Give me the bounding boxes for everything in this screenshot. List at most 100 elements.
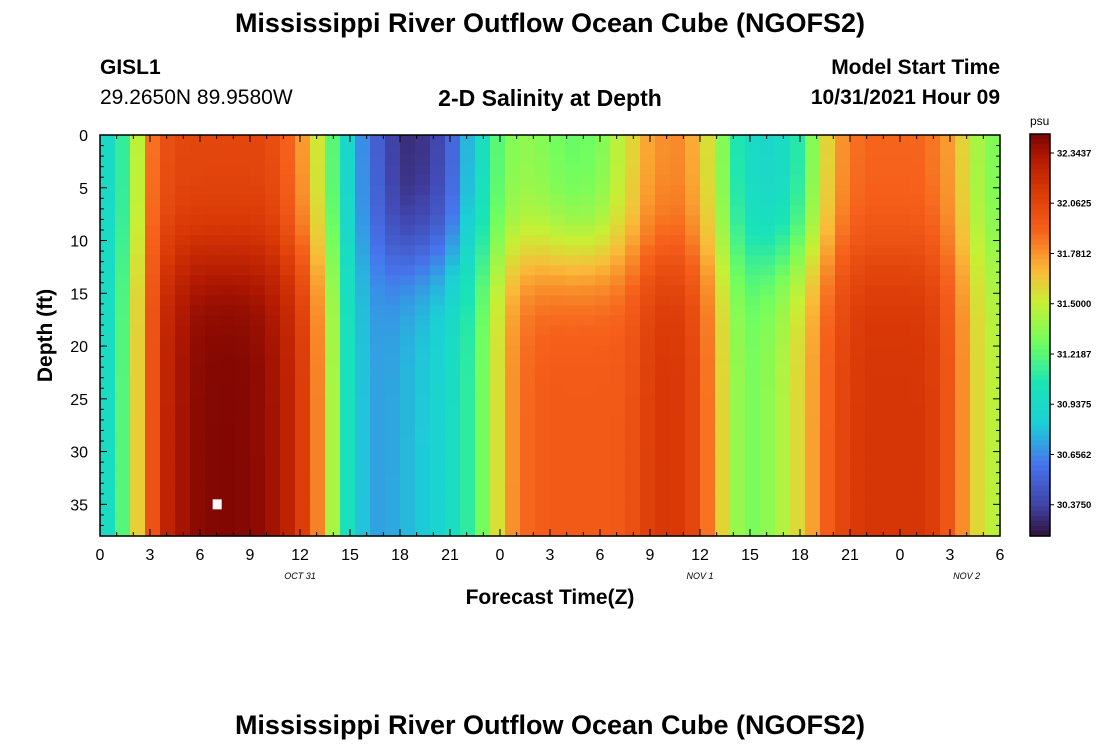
heatmap-cell: [175, 515, 191, 527]
heatmap-cell: [235, 185, 251, 196]
heatmap-cell: [595, 235, 611, 246]
heatmap-cell: [550, 145, 566, 156]
heatmap-cell: [235, 155, 251, 166]
heatmap-cell: [190, 205, 206, 216]
heatmap-cell: [100, 365, 116, 377]
heatmap-cell: [100, 135, 116, 146]
heatmap-cell: [235, 145, 251, 156]
heatmap-cell: [805, 425, 821, 437]
heatmap-cell: [160, 225, 176, 236]
heatmap-cell: [280, 355, 296, 367]
heatmap-cell: [235, 265, 251, 276]
heatmap-cell: [925, 155, 941, 166]
heatmap-cell: [760, 525, 776, 537]
heatmap-cell: [685, 425, 701, 437]
heatmap-cell: [580, 305, 596, 317]
heatmap-cell: [895, 475, 911, 487]
heatmap-cell: [775, 415, 791, 427]
heatmap-cell: [925, 495, 941, 507]
y-tick-label: 5: [79, 181, 88, 198]
heatmap-cell: [835, 295, 851, 307]
heatmap-cell: [550, 525, 566, 537]
heatmap-cell: [625, 495, 641, 507]
heatmap-cell: [160, 505, 176, 517]
heatmap-cell: [625, 525, 641, 537]
heatmap-cell: [775, 395, 791, 407]
heatmap-cell: [775, 385, 791, 397]
heatmap-cell: [820, 395, 836, 407]
heatmap-cell: [310, 405, 326, 417]
heatmap-cell: [835, 255, 851, 266]
heatmap-cell: [175, 155, 191, 166]
heatmap-cell: [115, 465, 131, 477]
heatmap-cell: [220, 495, 236, 507]
heatmap-cell: [565, 265, 581, 276]
heatmap-cell: [475, 275, 491, 286]
heatmap-cell: [445, 235, 461, 246]
heatmap-cell: [190, 475, 206, 487]
heatmap-cell: [415, 525, 431, 537]
y-tick-label: 20: [70, 339, 88, 356]
heatmap-cell: [310, 525, 326, 537]
heatmap-cell: [550, 405, 566, 417]
heatmap-cell: [280, 165, 296, 176]
heatmap-cell: [400, 295, 416, 307]
heatmap-cell: [850, 245, 866, 256]
heatmap-cell: [685, 405, 701, 417]
heatmap-cell: [475, 385, 491, 397]
heatmap-cell: [550, 135, 566, 146]
heatmap-cell: [670, 145, 686, 156]
heatmap-cell: [490, 365, 506, 377]
heatmap-cell: [880, 435, 896, 447]
heatmap-cell: [550, 395, 566, 407]
heatmap-cell: [415, 185, 431, 196]
heatmap-cell: [580, 325, 596, 337]
heatmap-cell: [625, 155, 641, 166]
heatmap-cell: [670, 235, 686, 246]
heatmap-cell: [130, 425, 146, 437]
heatmap-cell: [445, 445, 461, 457]
heatmap-cell: [145, 225, 161, 236]
heatmap-cell: [880, 475, 896, 487]
heatmap-cell: [610, 395, 626, 407]
heatmap-cell: [400, 175, 416, 186]
heatmap-cell: [190, 525, 206, 537]
heatmap-cell: [535, 435, 551, 447]
heatmap-cell: [790, 385, 806, 397]
heatmap-cell: [700, 375, 716, 387]
heatmap-cell: [865, 375, 881, 387]
heatmap-cell: [955, 505, 971, 517]
heatmap-cell: [190, 215, 206, 226]
heatmap-cell: [895, 455, 911, 467]
heatmap-cell: [385, 165, 401, 176]
heatmap-cell: [460, 265, 476, 276]
heatmap-cell: [775, 455, 791, 467]
colorbar-segment: [1030, 415, 1050, 422]
heatmap-cell: [355, 275, 371, 286]
heatmap-cell: [925, 295, 941, 307]
heatmap-cell: [145, 235, 161, 246]
heatmap-cell: [175, 235, 191, 246]
heatmap-cell: [895, 255, 911, 266]
heatmap-cell: [445, 345, 461, 357]
heatmap-cell: [445, 435, 461, 447]
heatmap-cell: [190, 315, 206, 327]
heatmap-cell: [850, 195, 866, 206]
heatmap-cell: [385, 155, 401, 166]
colorbar-segment: [1030, 174, 1050, 180]
heatmap-cell: [220, 405, 236, 417]
heatmap-cell: [280, 335, 296, 347]
heatmap-cell: [610, 435, 626, 447]
heatmap-cell: [235, 445, 251, 457]
heatmap-cell: [895, 285, 911, 297]
heatmap-cell: [340, 385, 356, 397]
heatmap-cell: [730, 375, 746, 387]
heatmap-cell: [940, 435, 956, 447]
heatmap-cell: [880, 515, 896, 527]
heatmap-cell: [925, 435, 941, 447]
heatmap-cell: [940, 515, 956, 527]
heatmap-cell: [475, 145, 491, 156]
heatmap-cell: [460, 475, 476, 487]
heatmap-cell: [340, 395, 356, 407]
heatmap-cell: [160, 235, 176, 246]
